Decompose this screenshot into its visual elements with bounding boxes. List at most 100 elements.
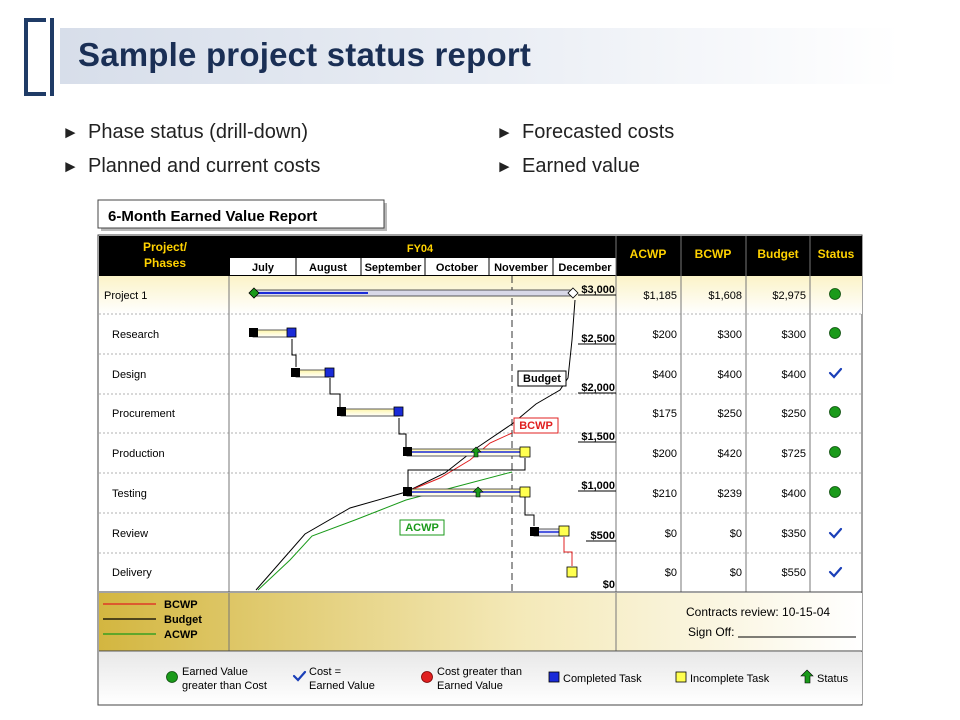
acwp-line-label-box — [399, 519, 445, 536]
phase-name: Production — [112, 448, 165, 460]
bullet-arrow-icon: ► — [62, 123, 79, 142]
month-label: July — [252, 262, 275, 274]
axis-label: $2,000 — [581, 382, 615, 394]
budget-line — [255, 299, 576, 591]
phase-name: Procurement — [112, 408, 175, 420]
status-arrow-icon — [472, 486, 484, 498]
month-label: December — [558, 262, 612, 274]
axis-label: $3,000 — [581, 284, 615, 296]
report-title: 6-Month Earned Value Report — [108, 208, 317, 225]
bracket-decoration — [24, 18, 46, 96]
bcwp-value: $400 — [718, 369, 742, 381]
phase-name: Project 1 — [104, 290, 147, 302]
bracket-decoration-inner — [50, 18, 60, 96]
acwp-value: $1,185 — [643, 290, 677, 302]
phase-name: Testing — [112, 488, 147, 500]
status-green-circle-icon — [829, 327, 841, 339]
legend-status-arrow-icon — [800, 669, 814, 684]
bullet-arrow-icon: ► — [62, 157, 79, 176]
bcwp-value: $250 — [718, 408, 742, 420]
legend-text: Earned Value — [437, 680, 503, 692]
legend-text: Earned Value — [309, 680, 375, 692]
header-fiscal-year: FY04 — [407, 243, 434, 255]
header-project-label: Project/ — [143, 240, 188, 254]
title-bar — [60, 28, 900, 84]
phase-name: Review — [112, 528, 148, 540]
task-bar-design — [291, 367, 335, 378]
bullet-item: ► Planned and current costs — [62, 149, 320, 183]
report-title-box — [97, 199, 385, 229]
legend-text: Cost greater than — [437, 666, 522, 678]
axis-label: $500 — [591, 530, 615, 542]
acwp-line-label: ACWP — [405, 522, 439, 534]
bullet-text: Forecasted costs — [522, 121, 675, 143]
task-bar-testing — [403, 486, 531, 498]
bcwp-value: $300 — [718, 329, 742, 341]
status-green-circle-icon — [829, 486, 841, 498]
bullet-arrow-icon: ► — [496, 157, 513, 176]
bullet-arrow-icon: ► — [496, 123, 513, 142]
sign-off-label: Sign Off: — [688, 625, 734, 639]
milestone-end-icon — [567, 287, 579, 299]
budget-value: $400 — [782, 488, 806, 500]
completed-task-icon — [324, 367, 335, 378]
phase-name: Delivery — [112, 567, 152, 579]
footer-band — [99, 593, 862, 651]
milestone-start-icon — [248, 287, 260, 299]
acwp-value: $175 — [653, 408, 677, 420]
acwp-line — [257, 471, 513, 591]
bullet-text: Planned and current costs — [88, 155, 321, 177]
month-strip — [230, 258, 616, 275]
bullets-left: ► Phase status (drill-down) ► Planned and … — [62, 115, 320, 183]
budget-value: $350 — [782, 528, 806, 540]
task-bar-research — [249, 327, 297, 338]
bcwp-line-label: BCWP — [519, 420, 553, 432]
month-label: October — [436, 262, 479, 274]
bcwp-value: $420 — [718, 448, 742, 460]
legend-text: Completed Task — [563, 673, 642, 685]
incomplete-task-icon — [519, 486, 531, 498]
bullet-text: Earned value — [522, 155, 640, 177]
phase-name: Research — [112, 329, 159, 341]
task-bar-procurement — [337, 406, 404, 417]
status-arrow-icon — [470, 446, 482, 458]
bullet-item: ► Phase status (drill-down) — [62, 115, 320, 149]
axis-label: $1,500 — [581, 431, 615, 443]
status-green-circle-icon — [829, 406, 841, 418]
budget-value: $300 — [782, 329, 806, 341]
task-bar-review — [530, 525, 570, 537]
budget-line-label-box — [517, 370, 567, 387]
budget-value: $250 — [782, 408, 806, 420]
bcwp-line — [405, 432, 513, 493]
legend-check-icon — [292, 670, 307, 682]
legend-acwp-label: ACWP — [164, 629, 198, 641]
header-phases-label: Phases — [144, 256, 186, 270]
bcwp-value: $0 — [730, 567, 742, 579]
completed-task-icon — [393, 406, 404, 417]
legend-text: Status — [817, 673, 849, 685]
acwp-value: $400 — [653, 369, 677, 381]
contracts-review: Contracts review: 10-15-04 — [686, 605, 830, 619]
task-bar-production — [403, 446, 531, 458]
month-label: September — [365, 262, 423, 274]
bcwp-value: $0 — [730, 528, 742, 540]
acwp-value: $210 — [653, 488, 677, 500]
axis-label: $2,500 — [581, 333, 615, 345]
bullet-text: Phase status (drill-down) — [88, 121, 309, 143]
status-check-icon — [828, 367, 843, 379]
header-status: Status — [818, 247, 855, 261]
legend-text: Incomplete Task — [690, 673, 770, 685]
bullets-right: ► Forecasted costs ► Earned value — [496, 115, 674, 183]
incomplete-task-icon — [519, 446, 531, 458]
acwp-value: $200 — [653, 329, 677, 341]
incomplete-task-icon — [566, 566, 578, 578]
slide-title: Sample project status report — [78, 36, 532, 73]
header-bcwp: BCWP — [695, 247, 732, 261]
task-bar-delivery — [566, 566, 578, 578]
bcwp-value: $1,608 — [708, 290, 742, 302]
month-label: August — [309, 262, 347, 274]
legend-text: greater than Cost — [182, 680, 267, 692]
acwp-value: $200 — [653, 448, 677, 460]
legend-completed-task-icon — [548, 671, 560, 683]
